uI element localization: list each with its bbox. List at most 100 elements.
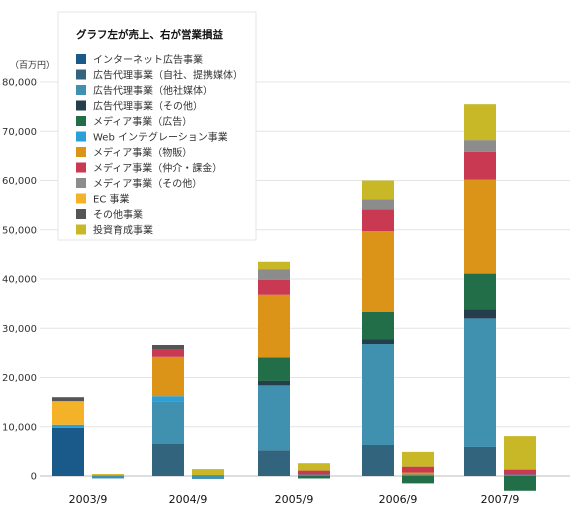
legend-box xyxy=(57,11,257,241)
sales-bar-segment xyxy=(464,140,496,152)
sales-bar-segment xyxy=(152,356,184,397)
profit-bar-segment xyxy=(402,474,434,476)
sales-bar-segment xyxy=(464,104,496,141)
sales-bar-segment xyxy=(258,269,290,280)
legend-swatch xyxy=(76,178,86,188)
profit-bar-segment xyxy=(92,474,124,475)
sales-bar-segment xyxy=(52,427,84,476)
sales-bar-segment xyxy=(464,179,496,274)
legend-swatch xyxy=(76,116,86,126)
x-category-label: 2004/9 xyxy=(169,493,208,506)
profit-bar-segment xyxy=(298,463,330,471)
sales-bar-segment xyxy=(362,209,394,232)
sales-bar-segment xyxy=(362,444,394,476)
y-tick-label: 40,000 xyxy=(2,275,37,286)
legend-swatch xyxy=(76,147,86,157)
y-tick-label: 50,000 xyxy=(2,225,37,236)
legend-title: グラフ左が売上、右が営業損益 xyxy=(76,28,223,41)
legend-swatch xyxy=(76,209,86,219)
axes: 0 10,000 20,000 30,000 40,000 50,000 60,000 70,… xyxy=(2,78,519,507)
profit-bar-segment xyxy=(504,474,536,476)
sales-bar-segment xyxy=(464,273,496,310)
profit-bar-segment xyxy=(402,476,434,484)
sales-bar-segment xyxy=(258,385,290,451)
y-tick-label: 0 xyxy=(31,472,37,483)
y-axis-unit-label: （百万円） xyxy=(10,60,55,71)
sales-bar-segment xyxy=(362,231,394,312)
profit-bar-segment xyxy=(92,474,124,476)
legend-swatch xyxy=(76,193,86,204)
legend-swatch xyxy=(76,100,86,111)
y-tick-label: 30,000 xyxy=(2,324,37,335)
legend-label: 広告代理事業（自社、提携媒体） xyxy=(93,69,243,82)
sales-bar-segment xyxy=(258,450,290,476)
legend-label: メディア事業（広告） xyxy=(93,115,192,128)
profit-bar-segment xyxy=(504,436,536,470)
legend-label: 投資育成事業 xyxy=(93,224,153,237)
profit-bar-segment xyxy=(402,472,434,475)
x-category-label: 2005/9 xyxy=(275,493,314,506)
sales-bar-segment xyxy=(152,349,184,357)
legend-swatch xyxy=(76,69,86,80)
y-tick-label: 70,000 xyxy=(2,127,37,138)
legend: グラフ左が売上、右が営業損益 インターネット広告事業広告代理事業（自社、提携媒体… xyxy=(57,11,257,241)
legend-swatch xyxy=(76,131,86,142)
legend-label: メディア事業（物販） xyxy=(93,146,192,159)
legend-swatch xyxy=(76,162,86,173)
y-tick-label: 10,000 xyxy=(2,422,37,433)
profit-bar-segment xyxy=(504,469,536,475)
y-tick-label: 20,000 xyxy=(2,373,37,384)
sales-bar-segment xyxy=(258,357,290,381)
sales-bar-segment xyxy=(152,396,184,402)
sales-bar-segment xyxy=(152,443,184,476)
legend-label: Web インテグレーション事業 xyxy=(93,131,228,144)
profit-bar-segment xyxy=(504,476,536,491)
sales-bar-segment xyxy=(52,401,84,425)
profit-bar-segment xyxy=(402,451,434,467)
profit-bar-segment xyxy=(192,476,224,479)
legend-label: EC 事業 xyxy=(93,193,129,206)
sales-bar-segment xyxy=(362,199,394,210)
profit-bar-segment xyxy=(92,475,124,477)
legend-swatch xyxy=(76,54,86,64)
x-category-label: 2006/9 xyxy=(379,493,418,506)
legend-label: メディア事業（その他） xyxy=(93,177,202,190)
sales-bar-segment xyxy=(258,380,290,386)
sales-bar-segment xyxy=(258,261,290,270)
x-category-label: 2007/9 xyxy=(481,493,520,506)
sales-bar-segment xyxy=(464,151,496,180)
sales-bar-segment xyxy=(464,309,496,319)
sales-bar-segment xyxy=(152,344,184,350)
legend-swatch xyxy=(76,85,86,95)
legend-label: インターネット広告事業 xyxy=(93,53,203,66)
sales-bar-segment xyxy=(52,424,84,428)
x-category-label: 2003/9 xyxy=(69,493,108,506)
sales-bar-segment xyxy=(362,344,394,445)
sales-bar-segment xyxy=(464,318,496,447)
legend-label: メディア事業（仲介・課金） xyxy=(93,162,222,175)
bars xyxy=(52,104,536,491)
legend-label: 広告代理事業（他社媒体） xyxy=(93,84,213,97)
profit-bar-segment xyxy=(402,466,434,473)
sales-bar-segment xyxy=(362,339,394,345)
sales-bar-segment xyxy=(52,397,84,402)
profit-bar-segment xyxy=(298,476,330,479)
sales-bar-segment xyxy=(258,279,290,295)
profit-bar-segment xyxy=(298,470,330,475)
legend-label: 広告代理事業（その他） xyxy=(93,100,203,113)
profit-bar-segment xyxy=(192,475,224,476)
sales-bar-segment xyxy=(152,401,184,444)
y-tick-label: 60,000 xyxy=(2,176,37,187)
sales-bar-segment xyxy=(362,311,394,340)
sales-bar-segment xyxy=(258,294,290,358)
y-tick-label: 80,000 xyxy=(2,78,37,89)
sales-bar-segment xyxy=(464,446,496,476)
sales-bar-segment xyxy=(362,180,394,200)
legend-label: その他事業 xyxy=(93,208,143,221)
profit-bar-segment xyxy=(192,469,224,476)
profit-bar-segment xyxy=(298,474,330,476)
legend-swatch xyxy=(76,224,86,235)
profit-bar-segment xyxy=(92,476,124,479)
